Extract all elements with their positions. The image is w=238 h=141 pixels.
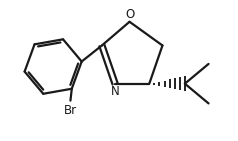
Text: O: O: [125, 8, 134, 21]
Text: Br: Br: [64, 104, 77, 117]
Text: N: N: [111, 85, 119, 98]
